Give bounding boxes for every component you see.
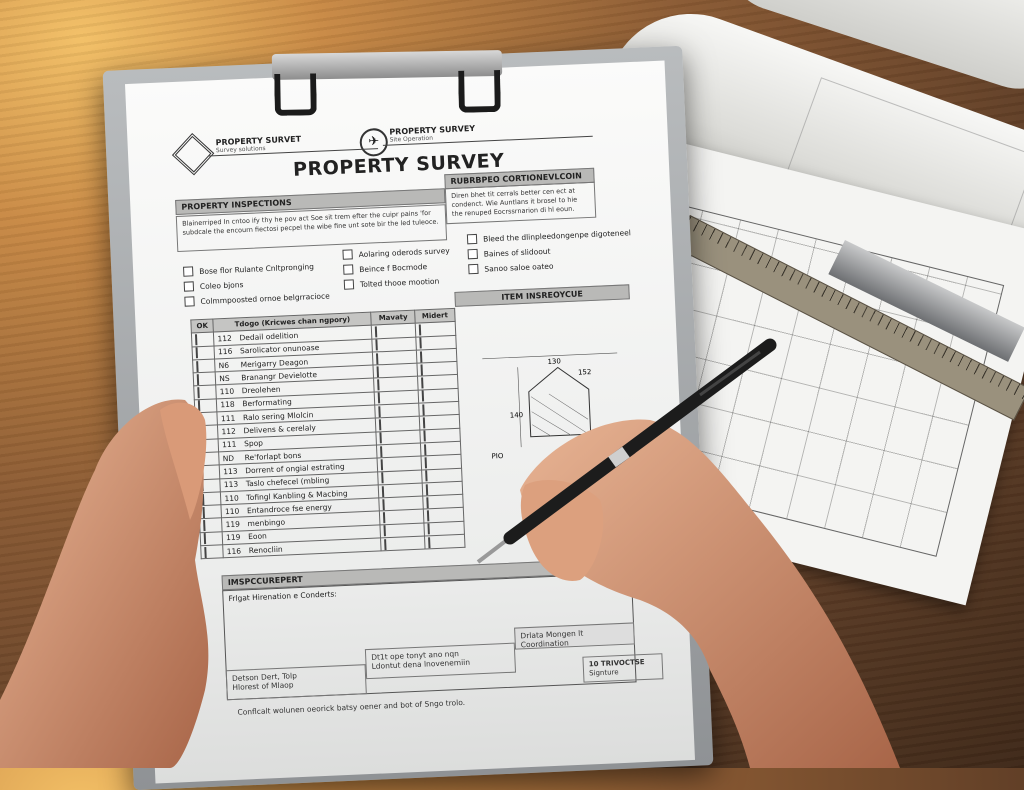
ok-checkbox[interactable] [196, 360, 199, 372]
mavaty-checkbox[interactable] [375, 326, 378, 338]
midert-checkbox[interactable] [425, 483, 429, 495]
checkbox[interactable] [468, 263, 479, 275]
midert-checkbox[interactable] [424, 443, 427, 456]
ok-checkbox[interactable] [197, 400, 201, 412]
dimension-left: PIO [491, 452, 504, 461]
mavaty-checkbox[interactable] [378, 392, 381, 404]
dimension-top: 130 [547, 357, 561, 366]
ok-checkbox[interactable] [198, 413, 201, 425]
clipboard-clip [271, 49, 503, 116]
midert-checkbox[interactable] [419, 337, 422, 349]
mavaty-checkbox[interactable] [375, 339, 379, 351]
mavaty-checkbox[interactable] [380, 445, 383, 457]
midert-checkbox[interactable] [422, 417, 426, 429]
inspection-table: OK Tdogo (Kricwes chan ngpory) Mavaty Mi… [190, 308, 466, 560]
midert-checkbox[interactable] [427, 523, 430, 535]
ok-checkbox[interactable] [195, 347, 199, 359]
ok-checkbox[interactable] [203, 520, 206, 532]
checkbox[interactable] [342, 249, 353, 260]
mavaty-checkbox[interactable] [384, 538, 388, 550]
col-header-ok: OK [190, 318, 214, 334]
checkbox[interactable] [343, 264, 354, 275]
ok-checkbox[interactable] [200, 453, 203, 465]
midert-checkbox[interactable] [428, 536, 431, 548]
checklist-item[interactable]: Sanoo saloe oateo [468, 257, 632, 275]
ok-checkbox[interactable] [203, 533, 207, 545]
checklist-item[interactable]: Aolaring oderods survey [342, 245, 450, 260]
mavaty-checkbox[interactable] [379, 419, 382, 431]
ok-checkbox[interactable] [202, 506, 205, 518]
rocket-logo-icon: ✈ [359, 127, 389, 157]
checklist-col-3: Bleed the dlinpleedongenpe digoteneel Ba… [466, 227, 633, 279]
ok-checkbox[interactable] [199, 427, 202, 439]
checklist-item[interactable]: Tolted thooe mootion [343, 275, 451, 290]
midert-checkbox[interactable] [421, 377, 424, 389]
checkbox[interactable] [467, 248, 478, 260]
checklist-item[interactable]: Coleo bjons [183, 275, 330, 292]
checkbox[interactable] [183, 281, 195, 292]
ok-checkbox[interactable] [201, 493, 205, 505]
ok-checkbox[interactable] [199, 440, 203, 452]
midert-checkbox[interactable] [426, 497, 429, 509]
midert-checkbox[interactable] [422, 404, 425, 416]
checkbox[interactable] [343, 279, 355, 290]
midert-checkbox[interactable] [420, 364, 424, 376]
midert-checkbox[interactable] [421, 390, 425, 402]
mavaty-checkbox[interactable] [379, 432, 383, 444]
ok-checkbox[interactable] [194, 334, 198, 346]
ok-checkbox[interactable] [196, 373, 200, 386]
checklist-item[interactable]: Baines of slidoout [467, 242, 632, 260]
mavaty-checkbox[interactable] [382, 485, 385, 497]
inspector-name-box[interactable]: Detson Dert, Tolp Hlorest of Mlaop [225, 664, 367, 701]
checklist-item[interactable]: Bose flor Rulante Cnltpronging [183, 260, 329, 277]
ok-checkbox[interactable] [197, 387, 200, 399]
midert-checkbox[interactable] [423, 430, 426, 442]
ok-checkbox[interactable] [200, 466, 204, 479]
dimension-side: 140 [510, 411, 524, 420]
checklist-item[interactable]: Beince f Bocmode [343, 260, 450, 275]
ok-checkbox[interactable] [201, 480, 204, 492]
mavaty-checkbox[interactable] [383, 525, 387, 537]
mavaty-checkbox[interactable] [383, 512, 386, 524]
conditions-description: Diren bhet tit cerrals better cen ect at… [444, 181, 597, 225]
checklist-item[interactable]: Bleed the dlinpleedongenpe digoteneel [466, 227, 631, 245]
checklist-col-2: Aolaring oderods survey Beince f Bocmode… [342, 245, 451, 295]
mavaty-checkbox[interactable] [381, 459, 384, 471]
signature-box[interactable]: 10 TRIVOCTSE Signture [582, 653, 664, 683]
checkbox[interactable] [184, 296, 195, 307]
checklist-item[interactable]: Colmmpoosted ornoe belgrracioce [184, 290, 330, 307]
footer-note: Conflcalt wolunen oeorick batsy oener an… [237, 697, 466, 717]
midert-checkbox[interactable] [426, 510, 430, 522]
mavaty-checkbox[interactable] [377, 379, 381, 391]
dimension-roof: 152 [578, 368, 592, 377]
mavaty-checkbox[interactable] [377, 366, 380, 378]
midert-checkbox[interactable] [424, 457, 428, 469]
survey-form: PROPERTY SURVET Survey solutions ✈ PROPE… [124, 60, 696, 784]
mavaty-checkbox[interactable] [382, 498, 386, 511]
midert-checkbox[interactable] [419, 350, 423, 363]
checkbox[interactable] [183, 266, 194, 277]
mavaty-checkbox[interactable] [378, 405, 382, 418]
checklist-col-1: Bose flor Rulante Cnltpronging Coleo bjo… [183, 260, 330, 311]
mavaty-checkbox[interactable] [381, 472, 385, 484]
midert-checkbox[interactable] [418, 324, 422, 336]
ok-checkbox[interactable] [204, 546, 207, 558]
house-elevation-drawing: 130 152 140 PIO [482, 352, 618, 461]
midert-checkbox[interactable] [425, 470, 428, 482]
mavaty-checkbox[interactable] [376, 352, 379, 364]
checkbox[interactable] [466, 233, 478, 245]
